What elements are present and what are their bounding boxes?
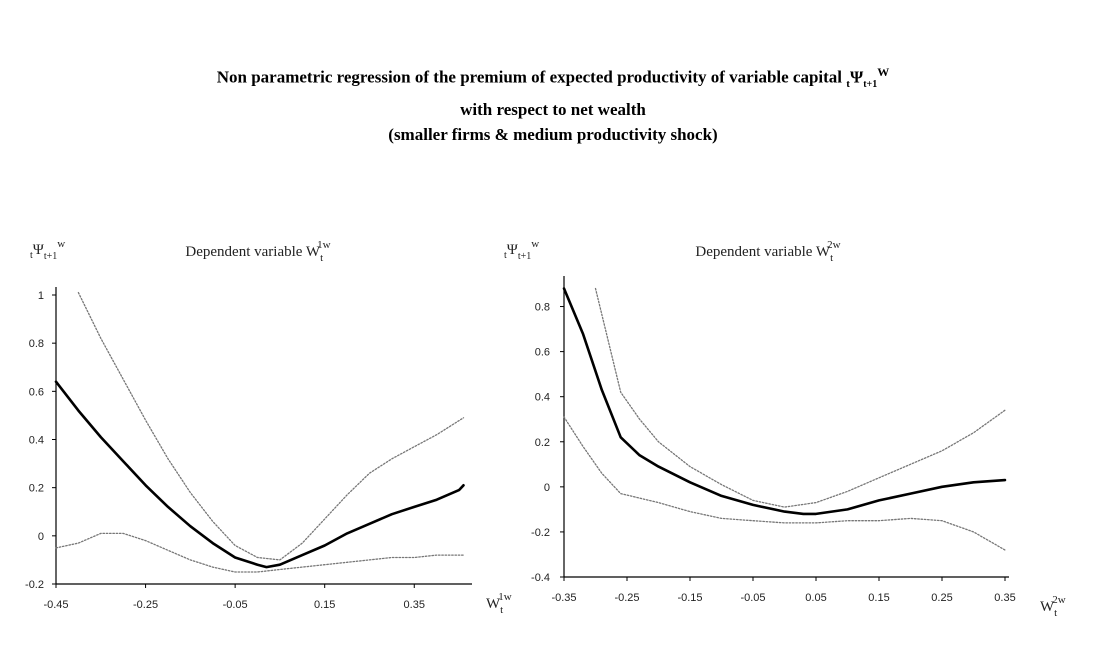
- x-tick-label: -0.05: [740, 592, 765, 604]
- y-tick-label: 0.6: [29, 386, 44, 398]
- y-tick-label: 1: [38, 290, 44, 302]
- x-tick-label: 0.25: [931, 592, 952, 604]
- x-tick-label: -0.25: [133, 599, 158, 611]
- x-tick-label: -0.25: [614, 592, 639, 604]
- chart-title: Dependent variable Wt2w: [695, 239, 840, 264]
- y-axis-label: tΨt+1w: [30, 238, 65, 262]
- x-tick-label: -0.15: [677, 592, 702, 604]
- x-tick-label: 0.35: [404, 599, 425, 611]
- x-tick-label: -0.05: [223, 599, 248, 611]
- x-tick-label: 0.05: [805, 592, 826, 604]
- series-line-estimate: [562, 287, 1007, 516]
- y-tick-label: 0.2: [535, 437, 550, 449]
- y-tick-label: -0.4: [531, 572, 550, 584]
- figure-title: Non parametric regression of the premium…: [0, 60, 1106, 147]
- title-line-1: Non parametric regression of the premium…: [216, 65, 890, 91]
- series-line-estimate: [54, 380, 465, 569]
- y-tick-label: 0: [544, 482, 550, 494]
- chart-title: Dependent variable Wt1w: [185, 239, 330, 264]
- chart-left: 1 0.8 0.6 0.4 0.2 0 -0.2 -0.45 -0.25 -0.05 0.15 0.3…: [25, 238, 512, 616]
- y-tick-label: 0.6: [535, 347, 550, 359]
- series-line-confidence-band: [55, 532, 465, 573]
- series-line-confidence-band: [563, 416, 1006, 551]
- y-tick-label: -0.2: [25, 579, 44, 591]
- y-tick-label: 0.8: [535, 302, 550, 314]
- y-tick-label: 0.4: [29, 435, 44, 447]
- title-line-3: (smaller firms & medium productivity sho…: [388, 125, 718, 145]
- series-line-confidence-band: [594, 287, 1006, 508]
- x-tick-label: -0.35: [551, 592, 576, 604]
- series-line-confidence-band: [77, 291, 465, 561]
- y-tick-label: 0.8: [29, 338, 44, 350]
- x-axis-label: Wt1w: [486, 591, 512, 616]
- x-tick-label: 0.15: [314, 599, 335, 611]
- y-axis-label: tΨt+1w: [504, 238, 539, 262]
- title-line-2: with respect to net wealth: [460, 100, 646, 120]
- y-tick-label: -0.2: [531, 527, 550, 539]
- x-tick-label: 0.15: [868, 592, 889, 604]
- y-tick-label: 0: [38, 531, 44, 543]
- y-tick-label: 0.4: [535, 392, 550, 404]
- x-tick-label: 0.35: [994, 592, 1015, 604]
- x-axis-label: Wt2w: [1040, 594, 1066, 619]
- y-tick-label: 0.2: [29, 483, 44, 495]
- chart-right: 0.8 0.6 0.4 0.2 0 -0.2 -0.4-0.35 -0.25 -0.15 -0.0…: [504, 238, 1066, 619]
- x-tick-label: -0.45: [43, 599, 68, 611]
